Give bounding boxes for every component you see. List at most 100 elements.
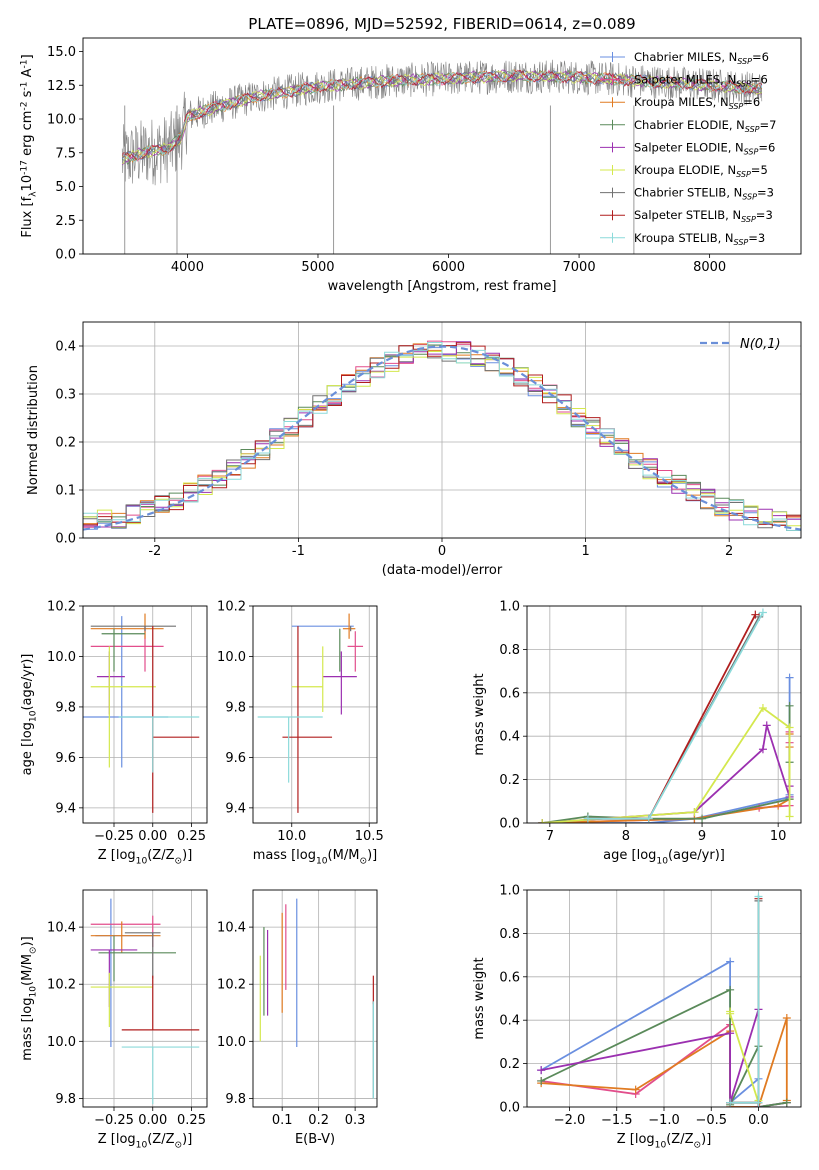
x-tick-label: 6000: [432, 260, 465, 275]
x-tick-label: -2: [148, 544, 161, 559]
weight-series: [587, 612, 764, 820]
weight-marker: [751, 610, 760, 619]
legend-ssp: SSP: [742, 193, 757, 202]
label-part: (age/yr)]: [20, 654, 35, 711]
y-tick-label: 0.0: [55, 532, 76, 547]
y-tick-label: 9.4: [225, 801, 246, 816]
grid: [527, 889, 801, 1108]
label-part: )]: [367, 848, 377, 863]
weight-marker: [726, 1098, 735, 1107]
legend-name: Kroupa ELODIE: [634, 163, 720, 177]
y-tick-label: 0.0: [499, 817, 520, 832]
label-part: s: [20, 90, 35, 101]
axes-border: [82, 889, 208, 1108]
weight-marker: [583, 814, 592, 823]
errorbar: [83, 616, 169, 768]
legend-eq: =: [756, 208, 766, 222]
legend-label: Salpeter ELODIE, NSSP=6: [634, 140, 775, 156]
figure-title: PLATE=0896, MJD=52592, FIBERID=0614, z=0…: [248, 15, 635, 33]
weight-series: [730, 896, 760, 1104]
plot-area: [537, 892, 791, 1107]
legend-gaussian: N(0,1): [700, 337, 781, 352]
x-tick-label: −1.5: [601, 1113, 633, 1128]
legend-name: Chabrier STELIB: [634, 186, 726, 200]
chart-weight_vs_Z: −2.0 −1.5 −1.0 −0.5 0.0 0.0 0.2 0.4 0.6 0.8 1.0 Z […: [472, 884, 802, 1151]
y-tick-label: 10.0: [217, 1035, 246, 1050]
label-part: (M/M: [328, 848, 360, 863]
x-tick-label: −2.0: [554, 1113, 586, 1128]
y-tick-label: 10.0: [47, 1035, 76, 1050]
label-part: -1: [19, 82, 29, 91]
errorbar: [96, 651, 125, 715]
weight-series: [541, 1009, 760, 1107]
legend-n: , N: [729, 118, 745, 132]
x-tick-label: 0.1: [272, 1113, 293, 1128]
x-tick-label: 0.3: [345, 1113, 366, 1128]
errorbar: [257, 716, 323, 783]
label-part: -1: [19, 59, 29, 68]
legend-eq: =: [743, 95, 753, 109]
label-part: age [log: [20, 722, 35, 775]
y-tick-label: 5.0: [55, 180, 76, 195]
plot-area: [259, 898, 374, 1099]
chart-mass_vs_ebv: 0.1 0.2 0.3 9.8 10.0 10.2 10.4 E(B-V): [217, 889, 378, 1147]
y-tick-label: 0.8: [499, 643, 520, 658]
grid: [83, 890, 207, 1107]
y-tick-label: 12.5: [47, 79, 76, 94]
x-tick-label: −1.0: [648, 1113, 680, 1128]
x-tick-label: 0.25: [177, 1113, 206, 1128]
label-part: mass [log: [253, 848, 316, 863]
weight-series: [587, 616, 760, 820]
y-tick-label: 0.4: [499, 730, 520, 745]
x-tick-label: 1: [581, 544, 589, 559]
legend-ssp: SSP: [736, 80, 751, 89]
weight-marker: [758, 745, 767, 754]
label-part: ⊙: [29, 946, 39, 954]
x-tick-label: 7000: [563, 260, 596, 275]
y-tick-label: 0.4: [499, 1014, 520, 1029]
label-part: -2: [19, 102, 29, 111]
weight-marker: [785, 701, 794, 710]
legend-name: Kroupa MILES: [634, 95, 713, 109]
plot-area: [83, 340, 801, 538]
x-tick-label: -1: [292, 544, 305, 559]
x-tick-label: 10.5: [355, 829, 384, 844]
label-part: age [log: [603, 848, 656, 863]
grid: [253, 890, 377, 1107]
axes-frame: 0.1 0.2 0.3 9.8 10.0 10.2 10.4 E(B-V): [217, 889, 378, 1147]
legend-label: Chabrier STELIB, NSSP=3: [634, 186, 774, 202]
errorbar: [282, 626, 333, 813]
chart-mass_vs_Z: −0.25 0.00 0.259.810.010.210.4Z [log10(Z/Z…: [20, 889, 208, 1151]
y-tick-label: 0.6: [499, 686, 520, 701]
legend-eq: =: [752, 50, 762, 64]
weight-marker: [754, 892, 763, 901]
x-axis-label: (data-model)/error: [382, 563, 503, 578]
label-part: Z [log: [617, 1132, 655, 1147]
legend-eq: =: [751, 163, 761, 177]
y-tick-label: 0.3: [55, 388, 76, 403]
errorbar: [124, 932, 161, 979]
weight-series: [540, 988, 787, 1107]
x-tick-label: 10: [770, 829, 787, 844]
label-part: 10: [655, 1141, 667, 1151]
weight-marker: [726, 1009, 735, 1018]
x-axis-label: Z [log10(Z/Z⊙)]: [98, 1132, 193, 1151]
weight-marker: [537, 1076, 546, 1085]
errorbar: [90, 915, 161, 948]
weight-marker: [762, 721, 771, 730]
y-tick-label: 0.1: [55, 484, 76, 499]
chart-age_vs_Z: −0.25 0.00 0.259.49.69.810.010.2Z [log10(Z…: [20, 600, 208, 867]
axes-border: [526, 605, 802, 824]
chart-age_vs_mass: 10.0 10.5 9.4 9.6 9.8 10.0 10.2 mass [log10(M/M…: [217, 600, 384, 867]
x-axis-label: wavelength [Angstrom, rest frame]: [328, 279, 557, 294]
weight-marker: [538, 819, 547, 823]
y-tick-label: 9.4: [55, 801, 76, 816]
x-tick-label: 0.00: [138, 1113, 167, 1128]
y-tick-label: 10.2: [217, 600, 246, 615]
legend-eq: =: [758, 140, 768, 154]
legend-eq: =: [748, 231, 758, 245]
label-part: A: [20, 68, 35, 81]
errorbar: [90, 646, 156, 768]
legend-ssp: SSP: [741, 215, 756, 224]
